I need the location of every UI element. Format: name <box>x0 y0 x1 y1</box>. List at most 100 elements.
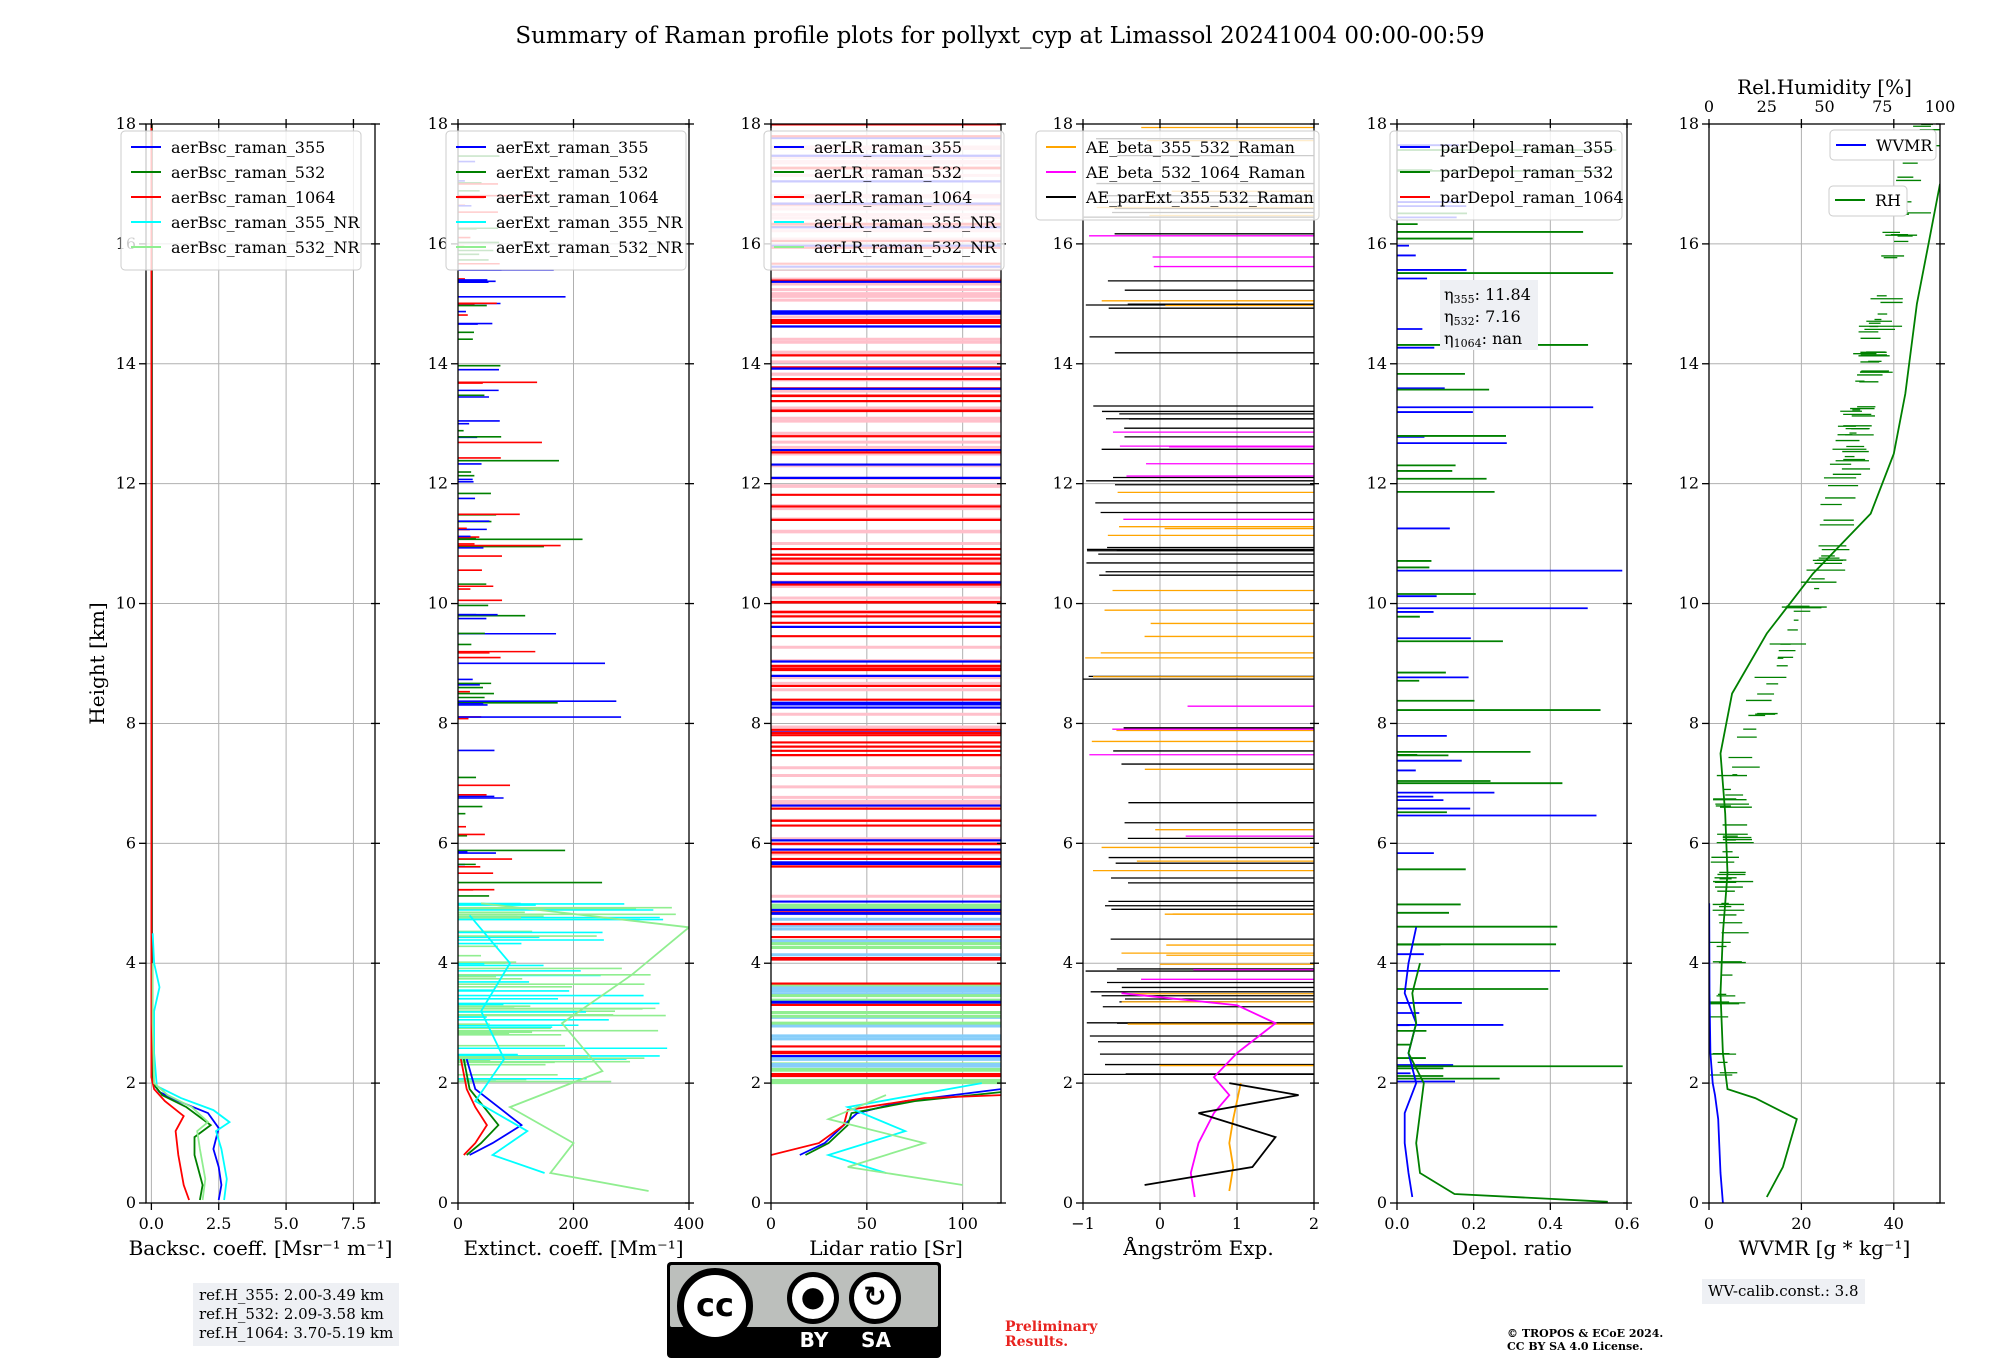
legend-label: parDepol_raman_355 <box>1440 138 1613 157</box>
x-tick-label: 0.0 <box>1384 1214 1409 1233</box>
y-tick-label: 2 <box>1689 1073 1699 1092</box>
legend-box <box>1389 130 1623 221</box>
x-axis-label: Extinct. coeff. [Mm⁻¹] <box>463 1236 683 1260</box>
y-tick-label: 6 <box>1689 833 1699 852</box>
legend-label: aerLR_raman_355 <box>814 138 962 157</box>
wv-calib-text: WV-calib.const.: 3.8 <box>1708 1282 1859 1300</box>
copyright-note: © TROPOS & ECoE 2024. CC BY SA 4.0 Licen… <box>1507 1327 1663 1353</box>
series-aerBsc_raman_532_NR <box>151 963 210 1201</box>
plot-area <box>458 155 689 1192</box>
x-tick-label: 0.4 <box>1538 1214 1563 1233</box>
x-tick-label: 40 <box>1884 1214 1904 1233</box>
y-tick-label: 10 <box>428 594 448 613</box>
axes-frame <box>145 123 376 1204</box>
panel-5: 0 2 4 6 8 10 12 14 16 18 0.0 0.2 0.4 0.6 Depol. ratio p… <box>1367 114 1640 1260</box>
legend-label: aerBsc_raman_355 <box>171 138 325 157</box>
legend: parDepol_raman_355 parDepol_raman_532 parD… <box>1389 130 1624 221</box>
y-tick-label: 6 <box>1377 833 1387 852</box>
y-tick-label: 0 <box>438 1193 448 1212</box>
legend-label: AE_beta_532_1064_Raman <box>1085 163 1305 182</box>
y-axis-label: Height [km] <box>85 602 109 724</box>
y-tick-label: 4 <box>126 953 136 972</box>
axes-frame <box>1082 123 1315 1204</box>
x-tick-label: 0 <box>1155 1214 1165 1233</box>
panel-6: 0 2 4 6 8 10 12 14 16 18 0 20 40 0 25 50 75 100 Rel.Humidi… <box>1679 75 1956 1260</box>
legend: aerBsc_raman_355 aerBsc_raman_532 aerBsc_r… <box>120 130 362 271</box>
legend-label: AE_beta_355_532_Raman <box>1085 138 1295 157</box>
series-aerBsc_raman_355 <box>150 124 223 1201</box>
y-tick-label: 0 <box>1689 1193 1699 1212</box>
y-tick-label: 18 <box>116 114 136 133</box>
series-AE_parExt_355_532_Raman <box>1144 1082 1299 1186</box>
sa-icon: ↻ <box>849 1272 901 1324</box>
series-aerLR_raman_355_NR <box>825 1082 982 1174</box>
x-tick-label: 0.6 <box>1614 1214 1639 1233</box>
legend-label: aerBsc_raman_1064 <box>171 188 336 207</box>
legend-label: aerExt_raman_1064 <box>496 188 659 207</box>
x2-tick-label: 50 <box>1814 97 1834 116</box>
y-tick-label: 2 <box>1063 1073 1073 1092</box>
series-aerExt_raman_355 <box>465 1058 524 1156</box>
x-tick-label: 0 <box>1704 1214 1714 1233</box>
y-tick-label: 18 <box>741 114 761 133</box>
y-tick-label: 4 <box>751 953 761 972</box>
copyright-line-2: CC BY SA 4.0 License. <box>1507 1340 1644 1353</box>
legend-label: aerExt_raman_355 <box>496 138 649 157</box>
x-tick-label: 0.0 <box>139 1214 164 1233</box>
series-aerLR_raman_532 <box>805 1091 1001 1156</box>
legend-box <box>1035 130 1320 221</box>
y-tick-label: 14 <box>116 354 136 373</box>
series-parDepol_raman_532 <box>1407 962 1608 1203</box>
y-tick-label: 10 <box>116 594 136 613</box>
series-aerBsc_raman_1064 <box>150 124 190 1201</box>
x2-axis-label: Rel.Humidity [%] <box>1737 75 1912 99</box>
series-aerExt_raman_532_NR <box>480 902 689 1192</box>
legend-label: aerBsc_raman_532_NR <box>171 238 360 257</box>
preliminary-line-1: Preliminary <box>1005 1319 1098 1335</box>
cc-icon: cc <box>677 1268 753 1344</box>
y-tick-label: 0 <box>126 1193 136 1212</box>
y-tick-label: 16 <box>1679 234 1699 253</box>
plot-area <box>1709 124 1940 1203</box>
y-tick-label: 0 <box>1063 1193 1073 1212</box>
series-parDepol_raman_355 <box>1403 927 1418 1198</box>
y-tick-label: 18 <box>1053 114 1073 133</box>
legend-label: aerLR_raman_532 <box>814 163 962 182</box>
y-tick-label: 2 <box>126 1073 136 1092</box>
ref-height-532: ref.H_532: 2.09-3.58 km <box>199 1305 384 1323</box>
axes-frame <box>1708 123 1941 1204</box>
y-tick-label: 6 <box>1063 833 1073 852</box>
y-tick-label: 18 <box>1367 114 1387 133</box>
x-tick-label: 7.5 <box>341 1214 366 1233</box>
y-tick-label: 16 <box>428 234 448 253</box>
axes-frame <box>1396 123 1628 1204</box>
y-tick-label: 8 <box>1063 713 1073 732</box>
y-tick-label: 12 <box>1367 474 1387 493</box>
series-aerLR_raman_355 <box>799 1088 1001 1156</box>
x2-tick-label: 0 <box>1704 97 1714 116</box>
series-AE_beta_355_532_Raman <box>1228 1082 1242 1192</box>
plot-area <box>771 124 1001 1186</box>
figure-title: Summary of Raman profile plots for polly… <box>515 23 1484 49</box>
y-tick-label: 12 <box>1679 474 1699 493</box>
x-tick-label: 0 <box>453 1214 463 1233</box>
x-axis-label: Lidar ratio [Sr] <box>809 1236 963 1260</box>
legend-label: RH <box>1875 191 1901 210</box>
x-tick-label: 50 <box>857 1214 877 1233</box>
x-tick-label: 100 <box>947 1214 978 1233</box>
y-tick-label: 6 <box>751 833 761 852</box>
series-aerExt_raman_1064 <box>460 1058 488 1156</box>
legend-label: aerBsc_raman_355_NR <box>171 213 360 232</box>
ref-height-355: ref.H_355: 2.00-3.49 km <box>199 1286 384 1304</box>
series-aerExt_raman_355_NR <box>468 914 545 1174</box>
eta-label: η532: 7.16 <box>1444 307 1521 328</box>
x-tick-label: 2 <box>1309 1214 1319 1233</box>
ref-height-1064: ref.H_1064: 3.70-5.19 km <box>199 1324 394 1342</box>
y-tick-label: 8 <box>438 713 448 732</box>
x-tick-label: 400 <box>674 1214 705 1233</box>
preliminary-results-note: Preliminary Results. <box>1005 1320 1097 1350</box>
legend: aerExt_raman_355 aerExt_raman_532 aerExt_r… <box>445 130 687 271</box>
y-tick-label: 4 <box>1689 953 1699 972</box>
x-axis-label: Ångström Exp. <box>1122 1235 1273 1260</box>
